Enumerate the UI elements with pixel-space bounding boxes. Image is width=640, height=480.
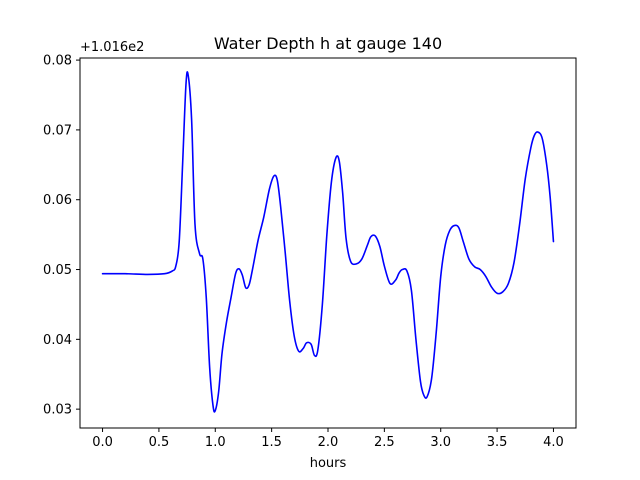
x-tick-label: 2.0	[318, 435, 339, 450]
y-tick-label: 0.05	[43, 263, 72, 278]
x-tick-label: 3.0	[430, 435, 451, 450]
y-tick-label: 0.03	[43, 403, 72, 418]
x-tick-label: 2.5	[374, 435, 395, 450]
x-axis-label: hours	[310, 456, 347, 471]
plot-border	[79, 57, 577, 429]
x-tick-label: 3.5	[487, 435, 508, 450]
y-tick-label: 0.04	[43, 333, 72, 348]
x-tick-label: 4.0	[543, 435, 564, 450]
y-tick-label: 0.07	[43, 123, 72, 138]
x-tick-label: 1.0	[205, 435, 226, 450]
chart-title: Water Depth h at gauge 140	[214, 34, 442, 53]
plot-area	[80, 58, 576, 428]
x-tick-label: 1.5	[261, 435, 282, 450]
axes: 0.0 0.5 1.0 1.5 2.0 2.5 3.0 3.5 4.0 0.03 0.04 0.05 0…	[43, 54, 564, 450]
series-line	[101, 71, 555, 413]
y-offset-label: +1.016e2	[80, 40, 144, 55]
y-tick-label: 0.08	[43, 54, 72, 69]
x-tick-label: 0.5	[149, 435, 170, 450]
x-tick-label: 0.0	[92, 435, 113, 450]
y-tick-label: 0.06	[43, 193, 72, 208]
